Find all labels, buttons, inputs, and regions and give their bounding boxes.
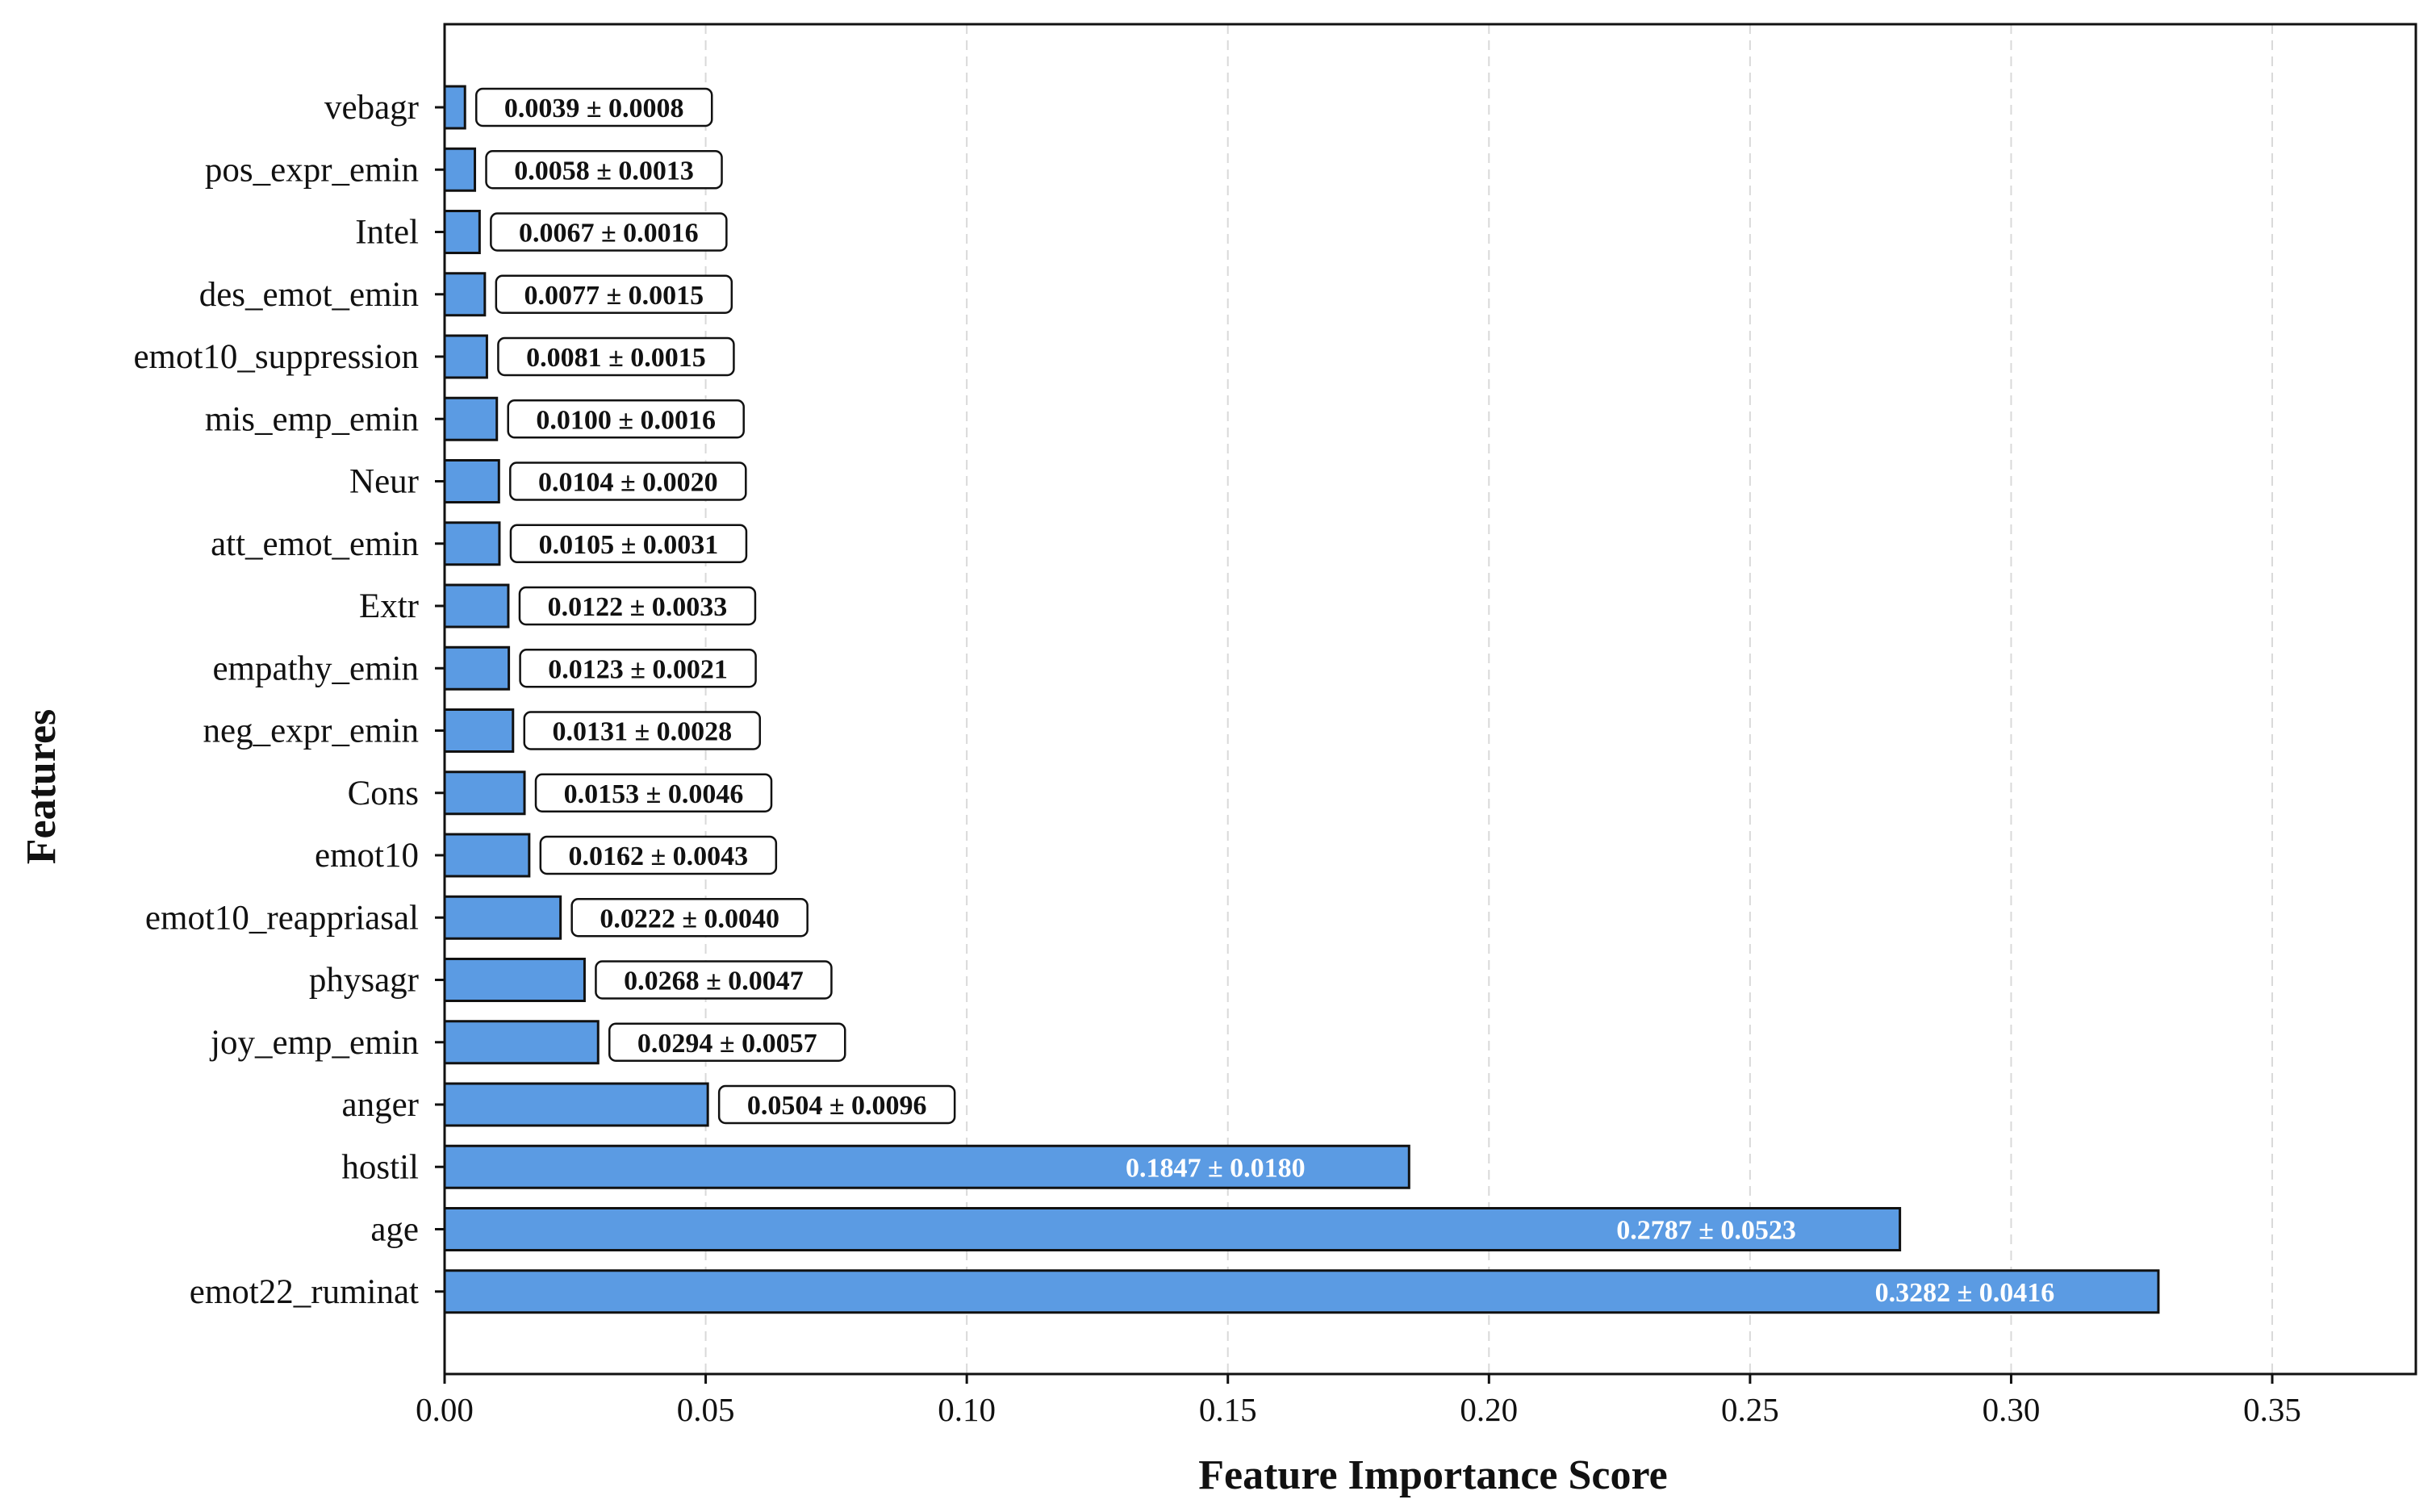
value-label-box: [570, 898, 809, 938]
x-tick-label: 0.00: [416, 1391, 474, 1428]
y-tick-label: neg_expr_emin: [203, 712, 419, 750]
value-label: 0.0294 ± 0.0057: [637, 1029, 817, 1059]
y-tick-label: mis_emp_emin: [205, 400, 419, 438]
bar: [443, 1020, 600, 1065]
value-label: 0.2787 ± 0.0523: [1616, 1216, 1796, 1246]
bar: [443, 396, 499, 441]
x-tick-label: 0.20: [1460, 1391, 1518, 1428]
value-label: 0.0104 ± 0.0020: [538, 468, 718, 498]
bar: [443, 708, 515, 753]
y-tick-label: Cons: [348, 775, 419, 812]
y-tick-label: emot22_ruminat: [190, 1273, 419, 1311]
y-tick-label: Intel: [355, 214, 419, 252]
y-tick-label: age: [370, 1211, 419, 1249]
value-label: 0.0268 ± 0.0047: [624, 967, 804, 996]
value-label: 0.0100 ± 0.0016: [536, 405, 716, 435]
x-tick-label: 0.25: [1721, 1391, 1779, 1428]
y-tick-label: att_emot_emin: [211, 525, 419, 563]
y-tick-label: pos_expr_emin: [205, 151, 419, 189]
bar: [443, 1082, 709, 1127]
y-tick-label: emot10_reappriasal: [145, 899, 419, 937]
x-tick-label: 0.35: [2243, 1391, 2301, 1428]
bar: [443, 147, 477, 192]
y-tick-label: emot10_suppression: [133, 338, 419, 376]
value-label: 0.0039 ± 0.0008: [504, 94, 684, 123]
x-tick-label: 0.30: [1983, 1391, 2041, 1428]
bar: [443, 85, 466, 130]
value-label-box: [608, 1022, 846, 1062]
value-label: 0.0504 ± 0.0096: [747, 1091, 927, 1121]
y-tick-label: emot10: [315, 837, 419, 875]
value-label: 0.0131 ± 0.0028: [552, 717, 732, 747]
value-label: 0.0077 ± 0.0015: [524, 281, 704, 311]
bar: [443, 833, 531, 878]
plot-frame: [443, 23, 2417, 1376]
bar: [443, 958, 586, 1002]
value-label-box: [495, 274, 733, 314]
bar: [443, 521, 501, 566]
value-label: 0.0162 ± 0.0043: [569, 842, 749, 871]
value-label-box: [490, 212, 728, 252]
value-labels: 0.0039 ± 0.0008 0.0058 ± 0.0013 0.0067 ± 0…: [474, 87, 2055, 1308]
bar: [443, 583, 510, 629]
bar: [443, 334, 488, 379]
y-tick-label: joy_emp_emin: [209, 1024, 419, 1062]
bars: [443, 85, 2160, 1314]
bar: [443, 771, 526, 816]
x-tick-label: 0.15: [1199, 1391, 1257, 1428]
x-tick-label: 0.10: [938, 1391, 996, 1428]
y-tick-labels: vebagr pos_expr_emin Intel des_emot_eminemo…: [133, 89, 445, 1311]
y-tick-label: physagr: [309, 962, 419, 1000]
bar: [443, 895, 562, 940]
y-tick-label: des_emot_emin: [199, 276, 419, 314]
value-label-box: [534, 773, 773, 812]
value-label-box: [539, 835, 778, 875]
y-tick-label: hostil: [341, 1148, 419, 1186]
value-label: 0.0122 ± 0.0033: [548, 592, 728, 622]
bar: [443, 1207, 1902, 1251]
value-label-box: [485, 150, 723, 190]
value-label-box: [523, 711, 762, 750]
value-label: 0.0153 ± 0.0046: [564, 779, 744, 809]
x-axis-ticks: 0.00 0.05 0.10 0.15 0.20 0.25 0.30 0.35: [416, 1374, 2301, 1428]
y-tick-label: empathy_emin: [212, 649, 419, 687]
bar: [443, 210, 481, 254]
value-label: 0.3282 ± 0.0416: [1875, 1278, 2055, 1308]
x-axis-title: Feature Importance Score: [1198, 1452, 1667, 1498]
y-tick-label: Extr: [359, 587, 419, 625]
y-tick-label: Neur: [349, 463, 419, 501]
value-label: 0.1847 ± 0.0180: [1126, 1153, 1306, 1183]
y-axis-title: Features: [19, 709, 65, 865]
value-label: 0.0067 ± 0.0016: [519, 219, 699, 249]
value-label-box: [507, 399, 745, 439]
value-label: 0.0123 ± 0.0021: [548, 654, 728, 684]
bar: [443, 645, 511, 691]
y-tick-label: vebagr: [324, 89, 419, 127]
value-label-box: [717, 1084, 956, 1125]
value-label: 0.0105 ± 0.0031: [539, 530, 719, 560]
value-label: 0.0081 ± 0.0015: [526, 343, 706, 373]
value-label-box: [509, 524, 748, 563]
value-label-box: [595, 960, 833, 1000]
value-label-box: [509, 462, 747, 501]
value-label: 0.0222 ± 0.0040: [600, 904, 779, 934]
value-label-box: [518, 586, 757, 626]
value-label-box: [474, 87, 713, 127]
bar: [443, 1269, 2160, 1314]
y-tick-label: anger: [342, 1086, 420, 1124]
value-label-box: [497, 336, 735, 377]
bar: [443, 272, 487, 317]
bar: [443, 459, 500, 503]
x-tick-label: 0.05: [677, 1391, 735, 1428]
value-label: 0.0058 ± 0.0013: [514, 156, 694, 186]
value-label-box: [519, 649, 757, 688]
